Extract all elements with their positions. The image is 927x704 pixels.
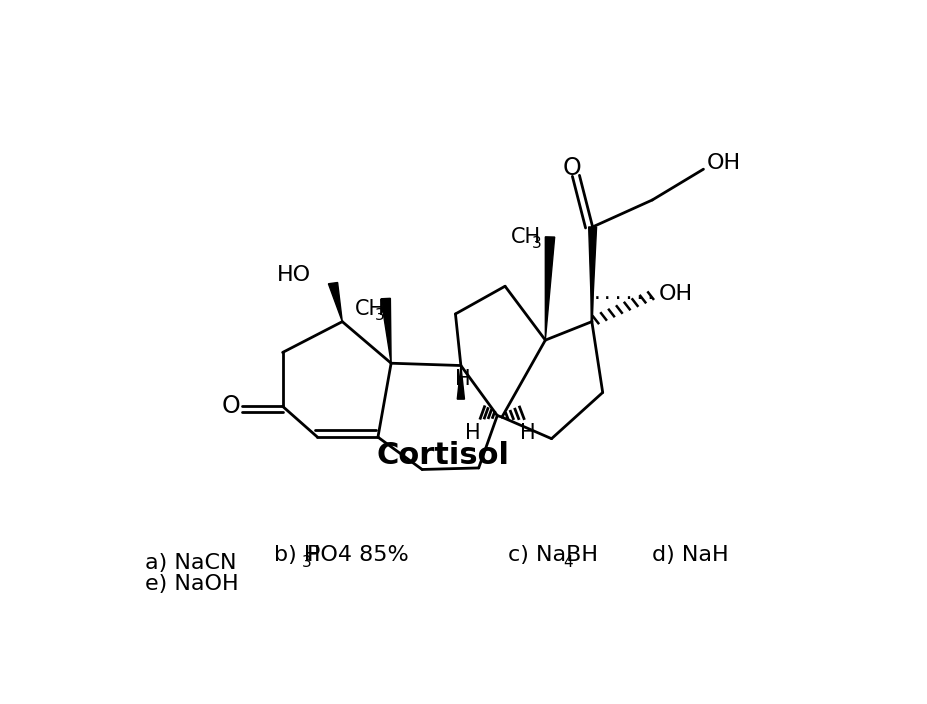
Text: a) NaCN: a) NaCN <box>145 553 236 572</box>
Text: H: H <box>520 422 536 443</box>
Text: Cortisol: Cortisol <box>376 441 509 470</box>
Text: O: O <box>221 394 240 418</box>
Polygon shape <box>381 298 390 363</box>
Text: e) NaOH: e) NaOH <box>145 574 238 593</box>
Text: 4: 4 <box>563 555 572 570</box>
Text: 3: 3 <box>375 308 384 323</box>
Text: H: H <box>455 369 471 389</box>
Text: CH: CH <box>354 299 385 320</box>
Text: H: H <box>464 422 480 443</box>
Text: OH: OH <box>658 284 692 304</box>
Text: ......: ...... <box>591 285 656 303</box>
Text: PO4 85%: PO4 85% <box>306 545 408 565</box>
Polygon shape <box>457 365 464 399</box>
Polygon shape <box>328 282 342 322</box>
Text: CH: CH <box>511 227 540 247</box>
Text: O: O <box>562 156 580 180</box>
Text: 3: 3 <box>531 236 540 251</box>
Text: OH: OH <box>705 153 740 173</box>
Polygon shape <box>545 237 554 340</box>
Polygon shape <box>588 227 596 322</box>
Text: c) NaBH: c) NaBH <box>507 545 597 565</box>
Text: HO: HO <box>277 265 311 285</box>
Text: d) NaH: d) NaH <box>651 545 728 565</box>
Text: 3: 3 <box>301 555 311 570</box>
Text: b) H: b) H <box>274 545 321 565</box>
